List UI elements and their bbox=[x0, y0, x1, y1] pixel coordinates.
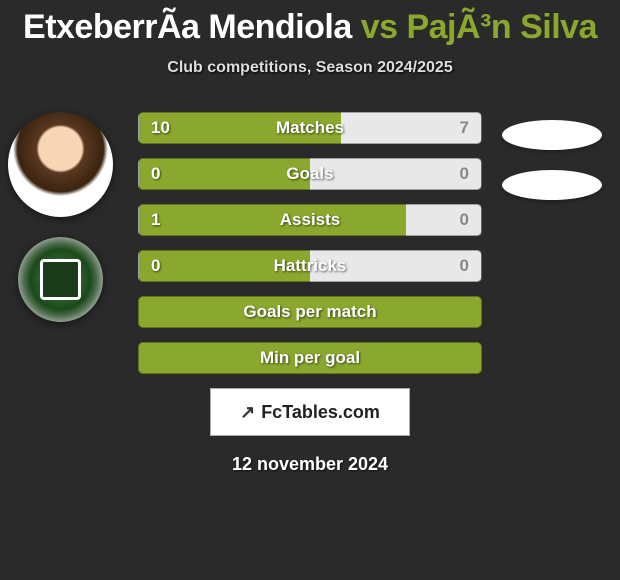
stat-value-left: 1 bbox=[151, 210, 160, 230]
branding-box: ↗ FcTables.com bbox=[210, 388, 410, 436]
comparison-title: EtxeberrÃ­a Mendiola vs PajÃ³n Silva bbox=[0, 8, 620, 47]
stat-row: 0 Hattricks 0 bbox=[138, 250, 482, 282]
subtitle: Club competitions, Season 2024/2025 bbox=[0, 59, 620, 77]
player1-club-logo bbox=[18, 237, 103, 322]
player2-club-logo-placeholder bbox=[502, 170, 602, 200]
stat-label: Goals per match bbox=[243, 302, 376, 322]
stat-label: Min per goal bbox=[260, 348, 360, 368]
stat-value-left: 0 bbox=[151, 164, 160, 184]
stat-row: 1 Assists 0 bbox=[138, 204, 482, 236]
branding-text: FcTables.com bbox=[261, 402, 380, 423]
stat-label: Matches bbox=[276, 118, 344, 138]
stat-label: Assists bbox=[280, 210, 340, 230]
player2-name: PajÃ³n Silva bbox=[406, 8, 597, 46]
stat-value-right: 0 bbox=[460, 210, 469, 230]
branding-icon: ↗ bbox=[240, 402, 255, 423]
stat-value-left: 10 bbox=[151, 118, 170, 138]
stat-value-right: 0 bbox=[460, 256, 469, 276]
stat-value-right: 0 bbox=[460, 164, 469, 184]
stat-row: 10 Matches 7 bbox=[138, 112, 482, 144]
stat-row: 0 Goals 0 bbox=[138, 158, 482, 190]
content: 10 Matches 7 0 Goals 0 1 Assists 0 0 Hattricks 0 Goa… bbox=[0, 112, 620, 475]
stat-row: Min per goal bbox=[138, 342, 482, 374]
date-text: 12 november 2024 bbox=[0, 454, 620, 475]
stat-label: Goals bbox=[286, 164, 333, 184]
player1-avatar bbox=[8, 112, 113, 217]
header: EtxeberrÃ­a Mendiola vs PajÃ³n Silva Clu… bbox=[0, 0, 620, 77]
player1-name: EtxeberrÃ­a Mendiola bbox=[23, 8, 352, 46]
stat-row: Goals per match bbox=[138, 296, 482, 328]
stat-value-left: 0 bbox=[151, 256, 160, 276]
vs-text: vs bbox=[361, 8, 398, 46]
stat-label: Hattricks bbox=[274, 256, 347, 276]
player2-avatar-placeholder bbox=[502, 120, 602, 150]
stat-value-right: 7 bbox=[460, 118, 469, 138]
stats-container: 10 Matches 7 0 Goals 0 1 Assists 0 0 Hattricks 0 Goa… bbox=[138, 112, 482, 374]
